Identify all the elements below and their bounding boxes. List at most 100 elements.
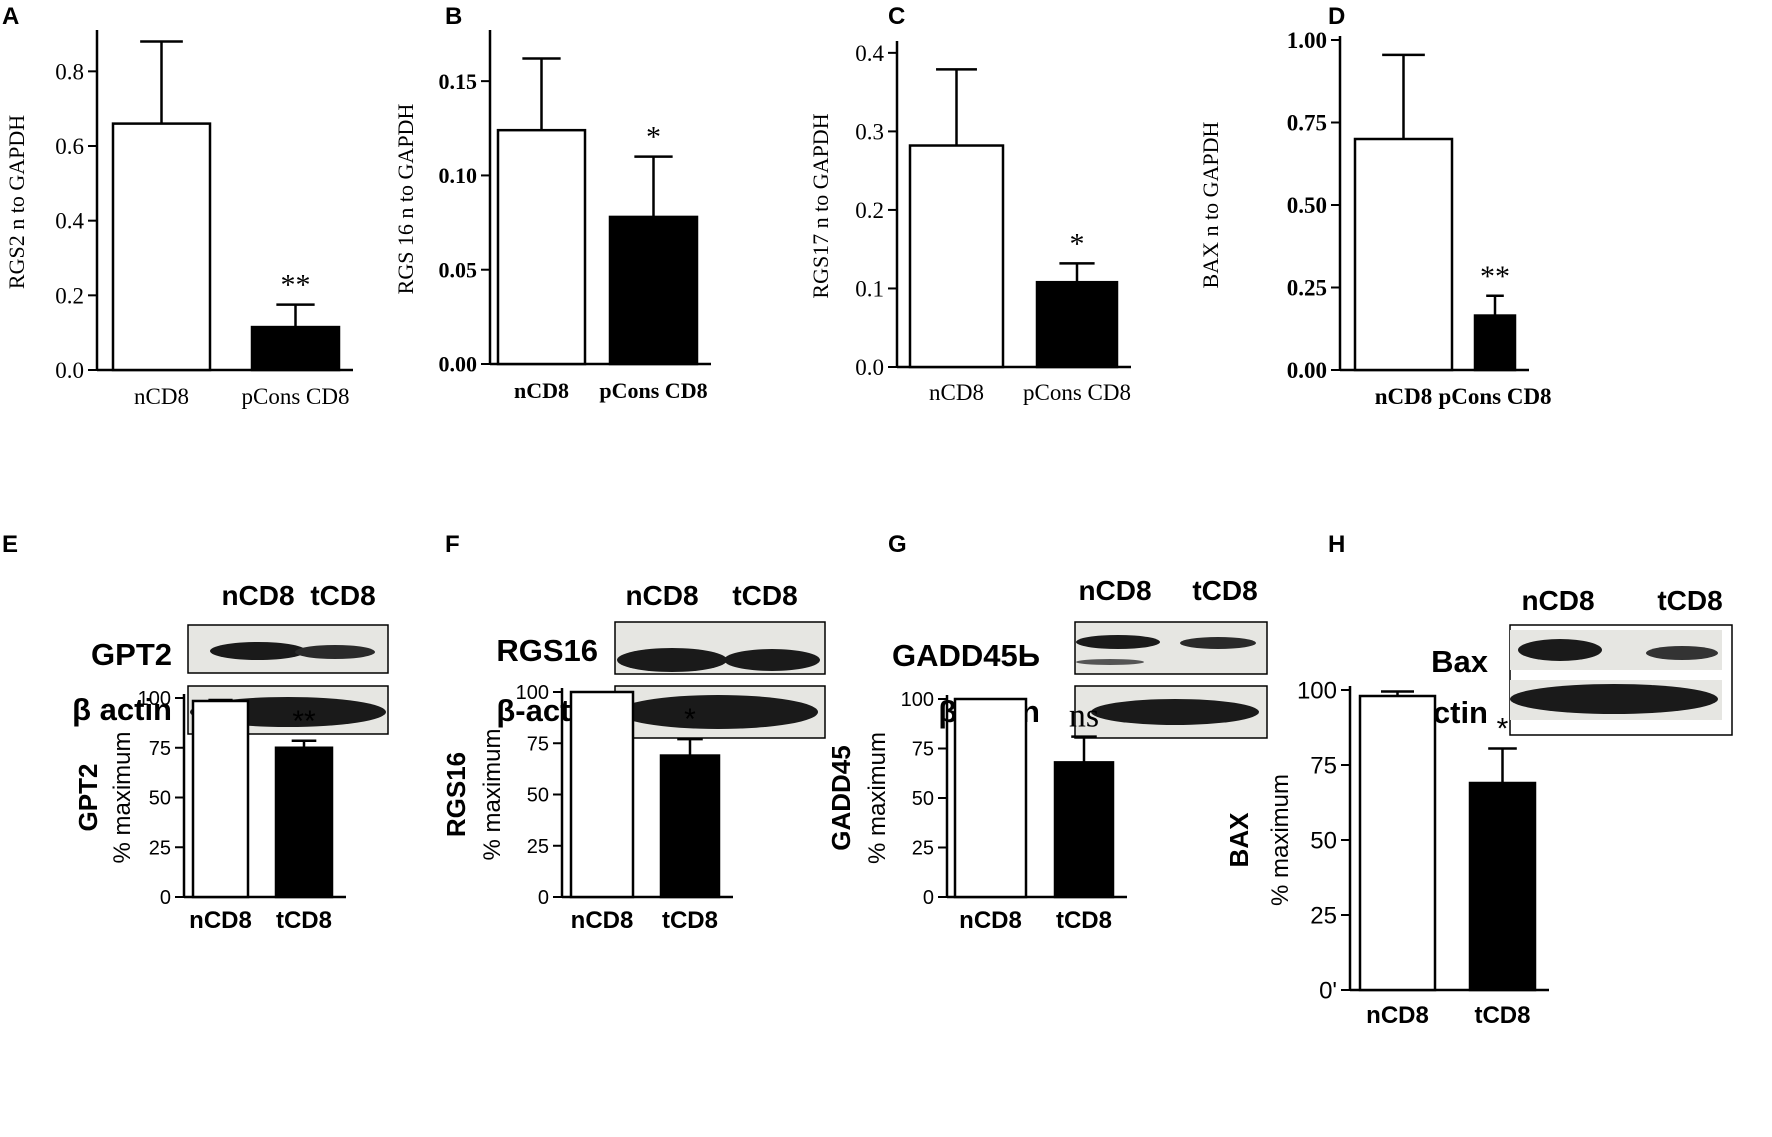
y-tick-label: 0.05 xyxy=(439,257,478,282)
panel-letter-h: H xyxy=(1328,531,1345,558)
y-tick-label: 0.25 xyxy=(1287,276,1327,301)
bar xyxy=(569,690,635,899)
y-tick-label: 0.6 xyxy=(55,134,84,159)
x-category-label: pCons CD8 xyxy=(1023,380,1131,405)
x-category-label: nCD8 xyxy=(134,384,189,409)
y-tick-label: 100 xyxy=(138,688,171,710)
blot-lane-label: tCD8 xyxy=(1192,575,1257,606)
blot-lane-label: nCD8 xyxy=(221,580,294,611)
y-axis-protein-label: GADD45 xyxy=(826,745,856,850)
bar xyxy=(274,746,334,899)
x-category-label: pCons CD8 xyxy=(242,384,350,409)
y-tick-label: 75 xyxy=(149,738,171,760)
y-tick-label: 25 xyxy=(149,837,171,859)
y-tick-label: 75 xyxy=(912,739,934,761)
y-axis-title: % maximum xyxy=(109,731,136,863)
chart-bax: 0.00 0.25 0.50 0.75 1.00 nCD8 ** pCons CD8 BAX n… xyxy=(1198,28,1552,409)
significance-label: ** xyxy=(281,269,311,302)
bar xyxy=(1353,137,1454,372)
bar xyxy=(953,697,1028,899)
y-tick-label: 50 xyxy=(912,788,934,810)
y-tick-label: 0.8 xyxy=(55,59,84,84)
y-tick-label: 0' xyxy=(1319,977,1337,1004)
y-tick-label: 100 xyxy=(516,682,549,704)
panel-letter-d: D xyxy=(1328,3,1345,30)
x-category-label: nCD8 xyxy=(1375,384,1433,409)
chart-rgs17: 0.0 0.1 0.2 0.3 0.4 nCD8 * pCons CD8 RGS17 n to … xyxy=(808,41,1131,405)
panel-letter-c: C xyxy=(888,3,905,30)
y-tick-label: 0.3 xyxy=(855,119,884,144)
blot-band xyxy=(1180,637,1256,649)
significance-label: ns xyxy=(1069,698,1099,735)
blot-band xyxy=(1510,684,1718,714)
blot-lane-label: nCD8 xyxy=(1078,575,1151,606)
y-tick-label: 100 xyxy=(901,689,934,711)
bar xyxy=(659,754,721,899)
blot-lane-label: tCD8 xyxy=(1657,585,1722,616)
blot-lane-label: nCD8 xyxy=(1521,585,1594,616)
blot-row-label: GADD45Ь xyxy=(892,638,1040,673)
bar xyxy=(908,144,1005,369)
y-tick-label: 0.75 xyxy=(1287,111,1327,136)
y-tick-label: 0.15 xyxy=(439,69,478,94)
significance-label: * xyxy=(1497,713,1509,746)
y-tick-label: 0.0 xyxy=(55,358,84,383)
y-tick-label: 0.10 xyxy=(439,163,478,188)
blot-band xyxy=(1518,639,1602,661)
x-category-label: nCD8 xyxy=(514,378,569,403)
y-tick-label: 0.2 xyxy=(855,198,884,223)
x-category-label: tCD8 xyxy=(662,907,718,934)
y-tick-label: 75 xyxy=(1310,752,1337,779)
blot-row-label: RGS16 xyxy=(496,633,598,668)
x-category-label: tCD8 xyxy=(1474,1002,1530,1029)
chart-rgs2: 0.0 0.2 0.4 0.6 0.8 nCD8 ** pCons CD8 RGS2 n to … xyxy=(4,30,353,409)
y-tick-label: 0.1 xyxy=(855,277,884,302)
significance-label: ** xyxy=(292,705,316,738)
y-tick-label: 25 xyxy=(912,838,934,860)
x-category-label: nCD8 xyxy=(571,907,634,934)
y-tick-label: 0.50 xyxy=(1287,193,1327,218)
blot-band xyxy=(1076,659,1144,665)
panel-letter-e: E xyxy=(2,531,18,558)
chart-rgs16: 0.00 0.05 0.10 0.15 nCD8 * pCons CD8 RGS 16 n t… xyxy=(393,30,711,403)
y-tick-label: 100 xyxy=(1297,677,1337,704)
significance-label: ** xyxy=(1480,260,1510,293)
blot-band xyxy=(1076,635,1160,649)
x-category-label: nCD8 xyxy=(929,380,984,405)
blot-row-label: Bax xyxy=(1431,644,1489,679)
x-category-label: tCD8 xyxy=(276,907,332,934)
blot-band xyxy=(1646,646,1718,660)
blot-band xyxy=(210,642,306,660)
y-tick-label: 0.2 xyxy=(55,283,84,308)
y-axis-title: RGS2 n to GAPDH xyxy=(4,115,29,289)
y-axis-protein-label: BAX xyxy=(1224,812,1254,868)
bar xyxy=(1473,314,1517,372)
y-tick-label: 0.00 xyxy=(439,352,478,377)
blot-h: nCD8 tCD8 Bax β actin xyxy=(1388,585,1733,736)
chart-rgs16-quant: 0 25 50 75 100 nCD8 * tCD8 % maximum RGS16 xyxy=(441,682,733,934)
x-category-label: pCons CD8 xyxy=(1438,384,1551,409)
blot-f: nCD8 tCD8 RGS16 β-actin xyxy=(496,580,826,739)
y-tick-label: 0.4 xyxy=(855,41,884,66)
chart-gadd45-quant: 0 25 50 75 100 nCD8 ns tCD8 % maximum GADD45 xyxy=(826,689,1127,934)
x-category-label: nCD8 xyxy=(1366,1002,1429,1029)
bar xyxy=(496,128,587,366)
y-axis-protein-label: GPT2 xyxy=(73,764,103,832)
bar xyxy=(1358,694,1437,992)
y-tick-label: 0.4 xyxy=(55,209,84,234)
significance-label: * xyxy=(684,703,696,736)
x-category-label: pCons CD8 xyxy=(599,378,707,403)
bar xyxy=(1053,761,1115,899)
y-tick-label: 50 xyxy=(1310,827,1337,854)
y-axis-title: BAX n to GAPDH xyxy=(1198,121,1223,288)
panel-letter-a: A xyxy=(2,3,19,30)
x-category-label: nCD8 xyxy=(189,907,252,934)
significance-label: * xyxy=(646,121,661,154)
blot-band xyxy=(295,645,375,659)
x-category-label: tCD8 xyxy=(1056,907,1112,934)
blot-band xyxy=(617,648,727,672)
bar xyxy=(111,122,212,372)
y-axis-protein-label: RGS16 xyxy=(441,752,471,837)
